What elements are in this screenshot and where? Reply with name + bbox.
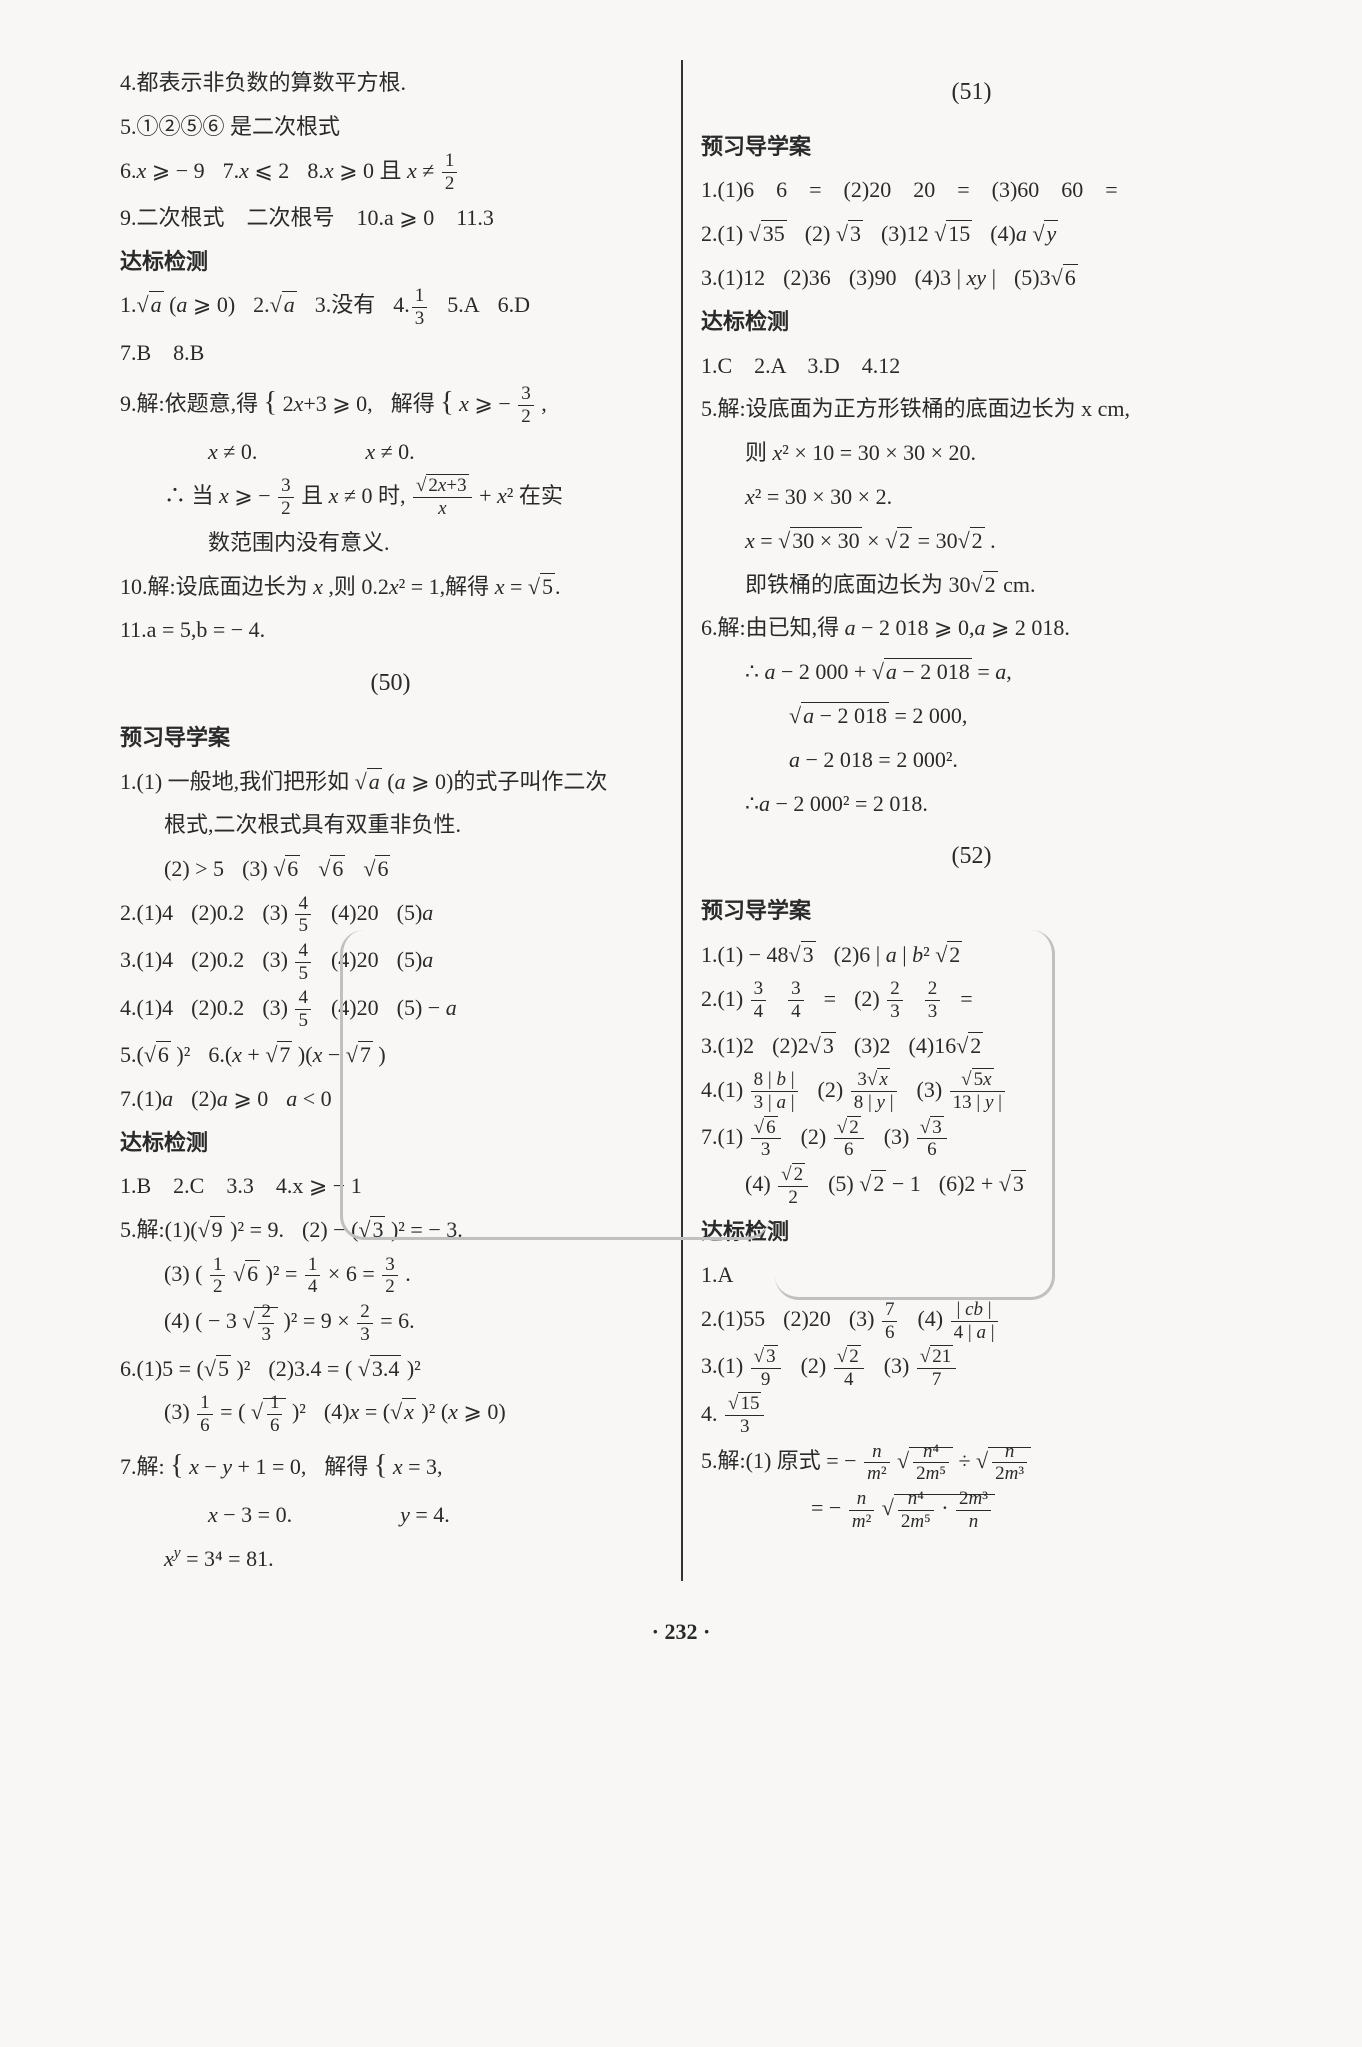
text-line: 7.B 8.B <box>120 332 661 374</box>
text-line: 根式,二次根式具有双重非负性. <box>120 804 661 846</box>
section-heading: 达标检测 <box>701 301 1242 343</box>
text-line: ∴ 当 x ⩾ − 32 且 x ≠ 0 时, √2x+3x + x² 在实 <box>120 475 661 520</box>
text-line: 4. √153 <box>701 1393 1242 1438</box>
section-heading: 预习导学案 <box>701 890 1242 932</box>
page: 4.都表示非负数的算数平方根. 5.①②⑤⑥ 是二次根式 6.x ⩾ − 97.… <box>100 60 1262 1581</box>
text-line: √a − 2 018 = 2 000, <box>701 695 1242 737</box>
text-line: (4) ( − 3 √23 )² = 9 × 23 = 6. <box>120 1300 661 1345</box>
text-line: 1.C 2.A 3.D 4.12 <box>701 345 1242 387</box>
text-line: 1.(1) − 48√3(2)6 | a | b² √2 <box>701 934 1242 976</box>
text-line: ∴ a − 2 000 + √a − 2 018 = a, <box>701 651 1242 693</box>
text-line: 即铁桶的底面边长为 30√2 cm. <box>701 564 1242 606</box>
text-line: 3.(1) √39(2) √24(3) √217 <box>701 1345 1242 1390</box>
text-line: 数范围内没有意义. <box>120 522 661 564</box>
section-heading: 达标检测 <box>120 1122 661 1164</box>
column-divider <box>681 60 683 1581</box>
text-line: x = √30 × 30 × √2 = 30√2 . <box>701 520 1242 562</box>
text-line: x − 3 = 0.y = 4. <box>120 1494 661 1536</box>
text-line: (2) > 5(3) √6√6√6 <box>120 848 661 890</box>
text-line: 4.都表示非负数的算数平方根. <box>120 62 661 104</box>
text-line: x² = 30 × 30 × 2. <box>701 476 1242 518</box>
text-line: 1.B 2.C 3.3 4.x ⩾ − 1 <box>120 1165 661 1207</box>
text-line: 1.A <box>701 1254 1242 1296</box>
text-line: 9.二次根式 二次根号 10.a ⩾ 0 11.3 <box>120 197 661 239</box>
section-heading: 预习导学案 <box>120 717 661 759</box>
text-line: 则 x² × 10 = 30 × 30 × 20. <box>701 432 1242 474</box>
text-line: 5.解:设底面为正方形铁桶的底面边长为 x cm, <box>701 388 1242 430</box>
text-line: 4.(1) 8 | b |3 | a |(2) 3√x8 | y |(3) √5… <box>701 1069 1242 1114</box>
text-line: 10.解:设底面边长为 x ,则 0.2x² = 1,解得 x = √5. <box>120 566 661 608</box>
text-line: a − 2 018 = 2 000². <box>701 739 1242 781</box>
section-number: (51) <box>701 70 1242 116</box>
text-line: 3.(1)12(2)36(3)90(4)3 | xy |(5)3√6 <box>701 257 1242 299</box>
text-line: 5.解:(1)(√9 )² = 9.(2) − (√3 )² = − 3. <box>120 1209 661 1251</box>
section-number: (50) <box>120 661 661 707</box>
section-heading: 达标检测 <box>701 1211 1242 1253</box>
text-line: 7.(1) √63(2) √26(3) √36 <box>701 1116 1242 1161</box>
text-line: 1.(1) 一般地,我们把形如 √a (a ⩾ 0)的式子叫作二次 <box>120 761 661 803</box>
left-column: 4.都表示非负数的算数平方根. 5.①②⑤⑥ 是二次根式 6.x ⩾ − 97.… <box>100 60 681 1581</box>
text-line: 5.①②⑤⑥ 是二次根式 <box>120 106 661 148</box>
text-line: (3) ( 12 √6 )² = 14 × 6 = 32 . <box>120 1253 661 1298</box>
text-line: (4) √22(5) √2 − 1(6)2 + √3 <box>701 1163 1242 1208</box>
text-line: 5.解:(1) 原式 = − nm² √n⁴2m⁵ ÷ √n2m³ <box>701 1440 1242 1485</box>
text-line: 2.(1) 3434=(2) 2323= <box>701 978 1242 1023</box>
text-line: 2.(1) √35(2) √3(3)12 √15(4)a √y <box>701 213 1242 255</box>
text-line: 3.(1)4(2)0.2(3) 45(4)20(5)a <box>120 939 661 984</box>
right-column: (51) 预习导学案 1.(1)6 6 = (2)20 20 = (3)60 6… <box>681 60 1262 1581</box>
text-line: 2.(1)4(2)0.2(3) 45(4)20(5)a <box>120 892 661 937</box>
text-line: xy = 3⁴ = 81. <box>120 1538 661 1580</box>
text-line: 1.(1)6 6 = (2)20 20 = (3)60 60 = <box>701 169 1242 211</box>
section-heading: 达标检测 <box>120 241 661 283</box>
text-line: 5.(√6 )²6.(x + √7 )(x − √7 ) <box>120 1034 661 1076</box>
text-line: 6.(1)5 = (√5 )²(2)3.4 = ( √3.4 )² <box>120 1348 661 1390</box>
text-line: 9.解:依题意,得 { 2x+3 ⩾ 0,解得 { x ⩾ − 32 , <box>120 376 661 429</box>
text-line: 2.(1)55(2)20(3) 76(4) | cb |4 | a | <box>701 1298 1242 1343</box>
text-line: 6.x ⩾ − 97.x ⩽ 28.x ⩾ 0 且 x ≠ 12 <box>120 150 661 195</box>
section-heading: 预习导学案 <box>701 126 1242 168</box>
page-number: · 232 · <box>100 1611 1262 1653</box>
text-line: 11.a = 5,b = − 4. <box>120 609 661 651</box>
text-line: 1.√a (a ⩾ 0)2.√a3.没有4.135.A6.D <box>120 284 661 329</box>
text-line: 7.(1)a(2)a ⩾ 0a < 0 <box>120 1078 661 1120</box>
section-number: (52) <box>701 834 1242 880</box>
text-line: 6.解:由已知,得 a − 2 018 ⩾ 0,a ⩾ 2 018. <box>701 607 1242 649</box>
text-line: ∴a − 2 000² = 2 018. <box>701 783 1242 825</box>
text-line: 3.(1)2(2)2√3(3)2(4)16√2 <box>701 1025 1242 1067</box>
text-line: 4.(1)4(2)0.2(3) 45(4)20(5) − a <box>120 987 661 1032</box>
text-line: 7.解: { x − y + 1 = 0,解得 { x = 3, <box>120 1439 661 1492</box>
text-line: = − nm² √n⁴2m⁵ · 2m³n <box>701 1487 1242 1532</box>
text-line: (3) 16 = ( √16 )²(4)x = (√x )² (x ⩾ 0) <box>120 1391 661 1436</box>
text-line: x ≠ 0.x ≠ 0. <box>120 431 661 473</box>
